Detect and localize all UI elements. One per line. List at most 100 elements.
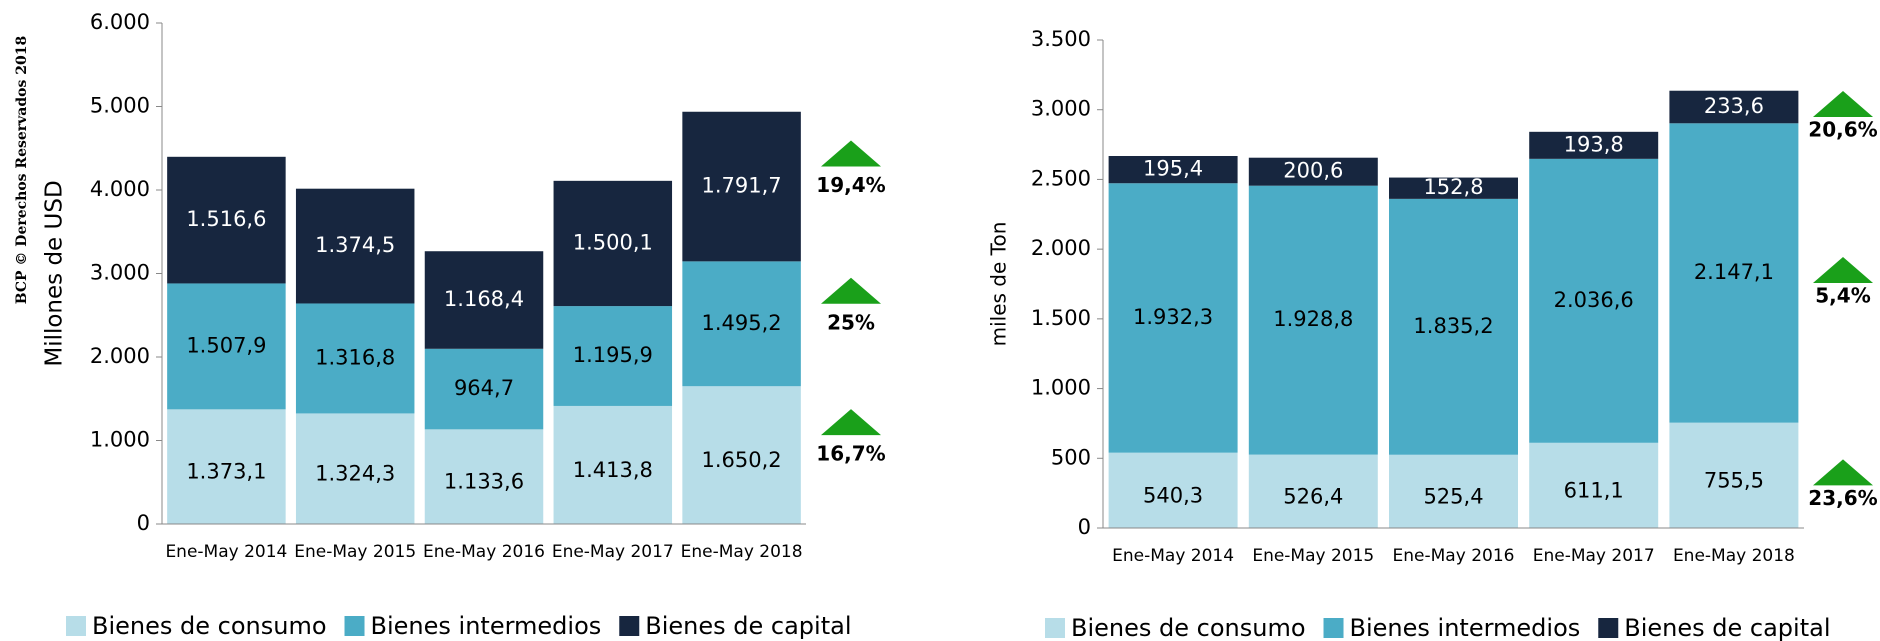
bar-segment [1669,123,1799,423]
y-tick-label: 1.000 [90,428,150,452]
change-label: 25% [827,310,875,334]
value-label: 233,6 [1704,94,1764,118]
value-label: 195,4 [1143,157,1203,181]
y-tick-label: 3.000 [90,261,150,285]
legend-label: Bienes intermedios [371,612,602,640]
bar-segment [424,429,544,524]
change-label: 19,4% [816,173,885,197]
bar-segment [1389,454,1518,528]
bar-segment [1108,452,1238,528]
bar-segment [682,261,801,387]
up-arrow [821,140,881,167]
y-tick-label: 2.000 [1031,236,1091,260]
y-tick-label: 2.500 [1031,166,1091,190]
value-label: 1.495,2 [702,311,782,335]
value-label: 200,6 [1283,159,1343,183]
up-arrow [1813,91,1873,118]
y-tick-label: 2.000 [90,344,150,368]
bar-segment [167,283,286,410]
bar-segment [1108,183,1238,453]
bar-segment [1108,156,1238,184]
value-label: 1.195,9 [573,343,653,367]
value-label: 152,8 [1423,175,1483,199]
bar-segment [553,180,673,307]
value-label: 1.374,5 [315,233,395,257]
y-tick-label: 6.000 [90,10,150,34]
value-label: 1.133,6 [444,470,524,494]
bar-segment [424,251,544,349]
bar-segment [1389,198,1518,455]
bar-segment [1669,90,1799,124]
value-label: 755,5 [1704,468,1764,492]
value-label: 526,4 [1283,484,1343,508]
x-tick-label: Ene-May 2018 [681,542,803,562]
up-arrow [821,409,881,436]
x-tick-label: Ene-May 2015 [1252,546,1374,566]
bar-segment [553,306,673,406]
y-tick-label: 3.500 [1031,27,1091,51]
value-label: 2.147,1 [1694,260,1774,284]
value-label: 1.507,9 [186,333,266,357]
value-label: 540,3 [1143,483,1203,507]
legend-label: Bienes de capital [645,612,851,640]
bar-segment [295,303,415,414]
x-tick-label: Ene-May 2017 [552,542,674,562]
y-tick-label: 0 [1078,515,1091,539]
bar-segment [1529,442,1659,528]
up-arrow [821,277,881,304]
legend-swatch [1045,618,1065,638]
bar-segment [682,111,801,262]
legend-swatch [344,616,365,636]
bar-segment [295,188,415,304]
legend-label: Bienes de consumo [92,612,327,640]
change-label: 20,6% [1808,118,1877,142]
change-label: 16,7% [816,442,885,466]
value-label: 1.316,8 [315,345,395,369]
y-tick-label: 5.000 [90,94,150,118]
bar-segment [553,405,673,524]
legend-swatch [66,616,86,636]
y-tick-label: 3.000 [1031,97,1091,121]
value-label: 525,4 [1423,484,1483,508]
value-label: 964,7 [454,376,514,400]
legend-swatch [1598,618,1619,638]
legend-label: Bienes de capital [1624,614,1830,641]
bar-segment [1669,422,1799,528]
y-tick-label: 0 [137,511,150,535]
legend-label: Bienes intermedios [1350,614,1581,641]
bar-segment [682,386,801,524]
legend-swatch [1323,618,1344,638]
x-tick-label: Ene-May 2015 [294,542,416,562]
x-tick-label: Ene-May 2014 [1112,546,1234,566]
up-arrow [1813,256,1873,283]
bar-segment [1529,158,1659,443]
value-label: 1.324,3 [315,462,395,486]
x-tick-label: Ene-May 2016 [423,542,545,562]
value-label: 2.036,6 [1554,288,1634,312]
value-label: 1.413,8 [573,458,653,482]
value-label: 193,8 [1564,132,1624,156]
y-axis-label: miles de Ton [987,222,1011,347]
y-axis-label: Millones de USD [42,180,68,366]
bar-segment [1248,185,1378,455]
x-tick-label: Ene-May 2014 [165,542,287,562]
value-label: 611,1 [1564,478,1624,502]
bar-segment [295,413,415,524]
legend-label: Bienes de consumo [1071,614,1306,641]
value-label: 1.168,4 [444,287,524,311]
bar-segment [1248,454,1378,528]
value-label: 1.650,2 [702,448,782,472]
y-tick-label: 4.000 [90,177,150,201]
value-label: 1.373,1 [186,460,266,484]
change-label: 5,4% [1815,283,1870,307]
value-label: 1.932,3 [1133,305,1213,329]
bar-segment [1248,157,1378,186]
bar-segment [1389,177,1518,199]
value-label: 1.791,7 [702,174,782,198]
y-tick-label: 1.500 [1031,306,1091,330]
x-tick-label: Ene-May 2016 [1393,546,1515,566]
bar-segment [167,409,286,524]
x-tick-label: Ene-May 2017 [1533,546,1655,566]
bar-segment [424,348,544,430]
